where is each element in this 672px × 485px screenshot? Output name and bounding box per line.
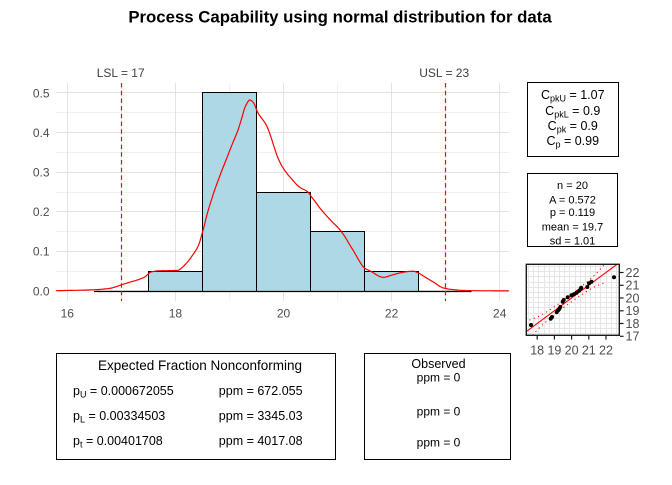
svg-text:Cp = 0.99: Cp = 0.99: [546, 134, 599, 150]
svg-text:LSL = 17: LSL = 17: [97, 66, 145, 80]
svg-text:18: 18: [169, 307, 183, 321]
svg-text:pt = 0.00401708: pt = 0.00401708: [73, 434, 163, 450]
svg-text:21: 21: [626, 279, 640, 293]
svg-text:pL = 0.00334503: pL = 0.00334503: [73, 409, 165, 425]
svg-text:n = 20: n = 20: [557, 180, 588, 192]
svg-text:0.1: 0.1: [33, 245, 50, 259]
svg-text:0.5: 0.5: [33, 86, 50, 100]
svg-text:Cpk = 0.9: Cpk = 0.9: [548, 119, 598, 135]
svg-text:24: 24: [493, 307, 507, 321]
svg-text:17: 17: [626, 330, 640, 344]
svg-text:22: 22: [626, 266, 640, 280]
svg-text:Process Capability using norma: Process Capability using normal distribu…: [128, 7, 552, 26]
svg-text:20: 20: [565, 343, 579, 357]
svg-text:p = 0.119: p = 0.119: [550, 207, 595, 219]
svg-text:ppm = 672.055: ppm = 672.055: [219, 384, 303, 398]
svg-text:ppm = 0: ppm = 0: [417, 404, 461, 418]
svg-text:pU = 0.000672055: pU = 0.000672055: [73, 384, 174, 400]
svg-text:0.4: 0.4: [33, 126, 50, 140]
svg-text:0.3: 0.3: [33, 166, 50, 180]
svg-text:mean = 19.7: mean = 19.7: [542, 221, 603, 233]
svg-text:20: 20: [277, 307, 291, 321]
svg-text:16: 16: [61, 307, 75, 321]
svg-text:22: 22: [599, 343, 613, 357]
svg-text:ppm = 4017.08: ppm = 4017.08: [219, 434, 303, 448]
svg-text:20: 20: [626, 291, 640, 305]
svg-text:18: 18: [626, 317, 640, 331]
svg-text:21: 21: [582, 343, 596, 357]
svg-text:ppm = 0: ppm = 0: [417, 436, 461, 450]
svg-text:ppm = 3345.03: ppm = 3345.03: [219, 409, 303, 423]
svg-text:Expected Fraction Nonconformin: Expected Fraction Nonconforming: [98, 358, 302, 373]
svg-text:USL = 23: USL = 23: [419, 66, 469, 80]
svg-text:18: 18: [530, 343, 544, 357]
svg-text:CpkL = 0.9: CpkL = 0.9: [545, 104, 600, 120]
svg-text:19: 19: [547, 343, 561, 357]
svg-text:22: 22: [385, 307, 399, 321]
svg-text:Observed: Observed: [411, 357, 465, 371]
svg-text:0.0: 0.0: [33, 284, 50, 298]
svg-text:sd = 1.01: sd = 1.01: [550, 235, 596, 247]
svg-text:A = 0.572: A = 0.572: [549, 195, 596, 207]
svg-text:19: 19: [626, 304, 640, 318]
svg-text:0.2: 0.2: [33, 205, 50, 219]
svg-text:ppm = 0: ppm = 0: [417, 371, 461, 385]
